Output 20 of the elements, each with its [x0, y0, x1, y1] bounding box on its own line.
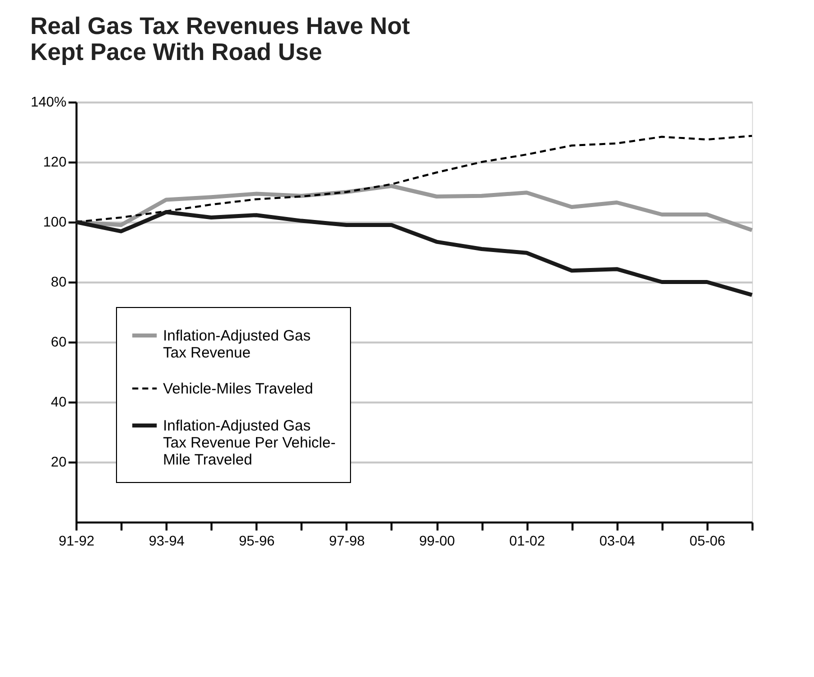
x-tick-label: 03-04 — [599, 532, 636, 548]
x-tick-label: 05-06 — [690, 532, 726, 548]
x-tick-label: 97-98 — [328, 532, 366, 548]
x-tick-label: 95-96 — [238, 532, 275, 548]
x-tick-label: 99-00 — [419, 532, 456, 548]
x-tick-label: 93-94 — [148, 532, 185, 548]
legend-label: Inflation-Adjusted Gas Tax Revenue Per Vehicle-Mile Traveled — [163, 418, 336, 468]
chart-title: Real Gas Tax Revenues Have Not Kept Pace With Road Use — [30, 13, 410, 66]
legend-label: Vehicle-Miles Traveled — [163, 380, 314, 398]
y-tick-label: 140% — [30, 94, 66, 110]
x-tick-label: 01-02 — [509, 532, 546, 548]
y-tick-label: 80 — [50, 274, 67, 290]
line-series — [74, 210, 754, 297]
y-tick-label: 120 — [43, 154, 67, 170]
y-tick-label: 20 — [50, 454, 67, 470]
y-tick-label: 40 — [50, 394, 67, 410]
x-tick-label: 91-92 — [58, 532, 95, 548]
y-tick-label: 60 — [50, 334, 67, 350]
y-tick-label: 100 — [43, 214, 67, 230]
legend-label: Inflation-Adjusted Gas Tax Revenue — [163, 328, 311, 362]
